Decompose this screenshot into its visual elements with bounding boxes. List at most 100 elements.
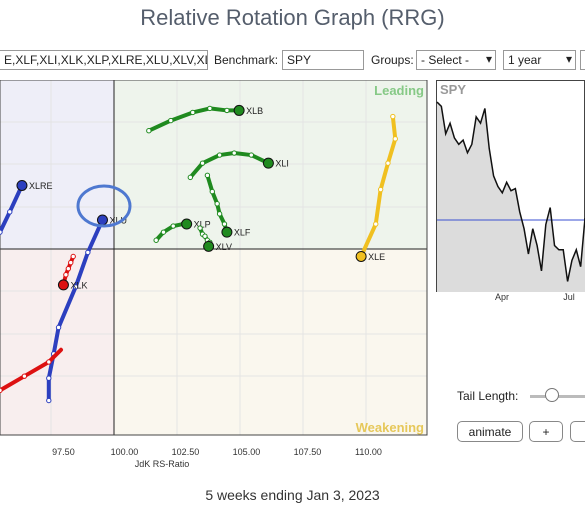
- groups-select[interactable]: - Select -: [416, 50, 496, 70]
- series-xli: XLI: [187, 150, 289, 181]
- tail-point: [224, 107, 230, 114]
- tail-point: [385, 160, 391, 166]
- groups-label: Groups:: [371, 53, 414, 67]
- series-xlb: XLB: [146, 104, 263, 134]
- tail-point: [216, 211, 223, 217]
- quadrant-label-leading: Leading: [374, 83, 424, 98]
- tail-point: [248, 152, 255, 158]
- series-extra-9: [0, 347, 63, 394]
- extra-button[interactable]: [570, 421, 585, 442]
- tail-line-xle: [359, 114, 398, 259]
- series-label-xlp: XLP: [194, 220, 211, 230]
- tail-point: [390, 113, 396, 120]
- head-marker-xle[interactable]: [355, 250, 367, 262]
- tail-point: [160, 229, 167, 235]
- tail-point: [209, 188, 215, 195]
- tail-point: [199, 160, 206, 166]
- series-label-xli: XLI: [275, 159, 289, 169]
- tail-point: [207, 105, 213, 112]
- x-tick-label: 102.50: [172, 447, 200, 457]
- tail-point: [392, 136, 398, 142]
- series-xlv: XLV: [197, 225, 232, 252]
- x-tick-label: 97.50: [52, 447, 75, 457]
- tail-point: [21, 373, 28, 379]
- x-tick-label: 107.50: [294, 447, 322, 457]
- tail-point: [373, 221, 379, 227]
- head-marker-xlp[interactable]: [181, 218, 193, 230]
- tail-point: [221, 221, 228, 227]
- highlight-circle: [76, 184, 132, 228]
- plot-border: [0, 80, 428, 436]
- tail-point: [214, 201, 220, 207]
- head-marker-xlk[interactable]: [57, 279, 69, 291]
- series-xlu: XLU: [46, 214, 127, 404]
- tail-point: [0, 387, 3, 394]
- tail-point: [85, 249, 91, 256]
- benchmark-label: Benchmark:: [214, 53, 279, 67]
- x-tick-label: 105.00: [233, 447, 261, 457]
- series-layer: XLB XLI XLF XLP XLV XLE XLRE XLU XLK: [0, 104, 398, 404]
- benchmark-xlabel-apr: Apr: [495, 292, 509, 302]
- x-tick-label: 100.00: [111, 447, 139, 457]
- benchmark-line: [436, 101, 585, 282]
- tail-point: [46, 359, 52, 365]
- tail-point: [204, 172, 211, 179]
- tail-point: [170, 223, 176, 229]
- benchmark-area: [437, 102, 585, 292]
- tail-point: [46, 375, 52, 381]
- benchmark-xlabel-jul: Jul: [563, 292, 575, 302]
- tail-point: [187, 174, 194, 181]
- tail-length-slider-handle[interactable]: [545, 388, 559, 402]
- series-label-xlf: XLF: [234, 228, 251, 238]
- extra-control[interactable]: [580, 50, 585, 70]
- benchmark-chart: SPY Apr Jul: [436, 80, 585, 302]
- tail-point: [7, 209, 13, 215]
- series-xlf: XLF: [204, 172, 251, 238]
- series-label-xlu: XLU: [109, 215, 127, 225]
- x-axis-label: JdK RS-Ratio: [135, 459, 190, 469]
- series-label-xlk: XLK: [70, 280, 87, 290]
- tail-line-xli: [188, 151, 271, 180]
- tail-point: [202, 233, 208, 239]
- animate-button[interactable]: animate: [457, 421, 523, 442]
- tail-point: [68, 259, 74, 266]
- tail-point: [168, 117, 174, 124]
- series-xlk: XLK: [57, 253, 87, 291]
- tail-length-label: Tail Length:: [457, 389, 519, 403]
- head-marker-xlf[interactable]: [221, 226, 233, 238]
- tail-line-extra-9: [0, 347, 63, 393]
- symbols-input[interactable]: E,XLF,XLI,XLK,XLP,XLRE,XLU,XLV,XL: [0, 50, 208, 70]
- footer-caption: 5 weeks ending Jan 3, 2023: [205, 487, 380, 503]
- quadrant-weakening: [114, 249, 427, 435]
- head-marker-xlre[interactable]: [16, 179, 28, 191]
- head-marker-xli[interactable]: [262, 157, 274, 169]
- x-axis-ticks: 97.50 100.00 102.50 105.00 107.50 110.00: [52, 447, 382, 457]
- series-label-xlb: XLB: [246, 106, 263, 116]
- tail-point: [63, 272, 69, 278]
- tail-point: [55, 324, 62, 331]
- tail-point: [153, 237, 159, 243]
- tail-point: [46, 397, 52, 404]
- period-select[interactable]: 1 year: [503, 50, 576, 70]
- tail-point: [65, 265, 72, 272]
- benchmark-input[interactable]: SPY: [282, 50, 364, 70]
- series-label-xlre: XLRE: [29, 181, 53, 191]
- tail-point: [72, 284, 79, 290]
- series-xlp: XLP: [153, 218, 211, 243]
- series-label-xlv: XLV: [216, 242, 232, 252]
- quadrant-label-weakening: Weakening: [356, 420, 424, 435]
- head-marker-xlv[interactable]: [203, 240, 215, 252]
- benchmark-symbol: SPY: [440, 82, 466, 97]
- zoom-in-button[interactable]: +: [529, 421, 563, 442]
- tail-point: [70, 253, 76, 260]
- tail-point: [377, 186, 384, 193]
- rrg-chart: Leading Weakening XLB XLI XLF XLP XLV XLE XLRE…: [0, 80, 428, 469]
- tail-point: [231, 150, 237, 156]
- x-tick-label: 110.00: [355, 447, 382, 457]
- tail-point: [190, 109, 196, 116]
- head-marker-xlb[interactable]: [233, 104, 245, 116]
- series-xle: XLE: [355, 113, 398, 262]
- tail-point: [197, 225, 203, 231]
- tail-point: [146, 128, 152, 134]
- head-marker-xlu[interactable]: [96, 214, 108, 226]
